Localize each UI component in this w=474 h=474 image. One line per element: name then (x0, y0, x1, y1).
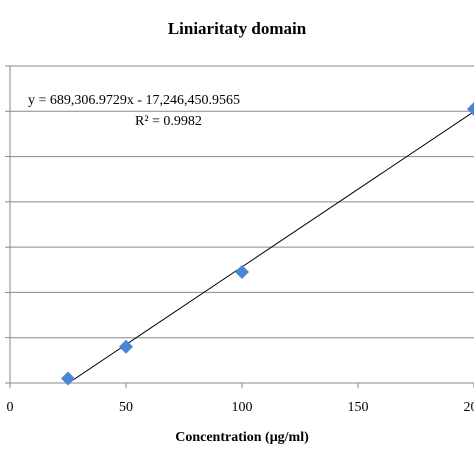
equation-annotation: y = 689,306.9729x - 17,246,450.9565 (28, 93, 240, 108)
x-tick-label: 200 (464, 400, 474, 415)
data-point (235, 265, 249, 280)
data-point (467, 102, 474, 117)
x-axis-label: Concentration (μg/ml) (175, 430, 309, 445)
x-tick-label: 50 (119, 400, 133, 415)
x-tick-label: 100 (232, 400, 253, 415)
trendline (67, 111, 474, 384)
x-tick-label: 0 (7, 400, 14, 415)
data-point (61, 371, 75, 386)
r-squared-annotation: R² = 0.9982 (135, 114, 202, 129)
data-point (119, 339, 133, 354)
chart-title: Liniaritaty domain (168, 19, 307, 38)
x-tick-label: 150 (348, 400, 369, 415)
